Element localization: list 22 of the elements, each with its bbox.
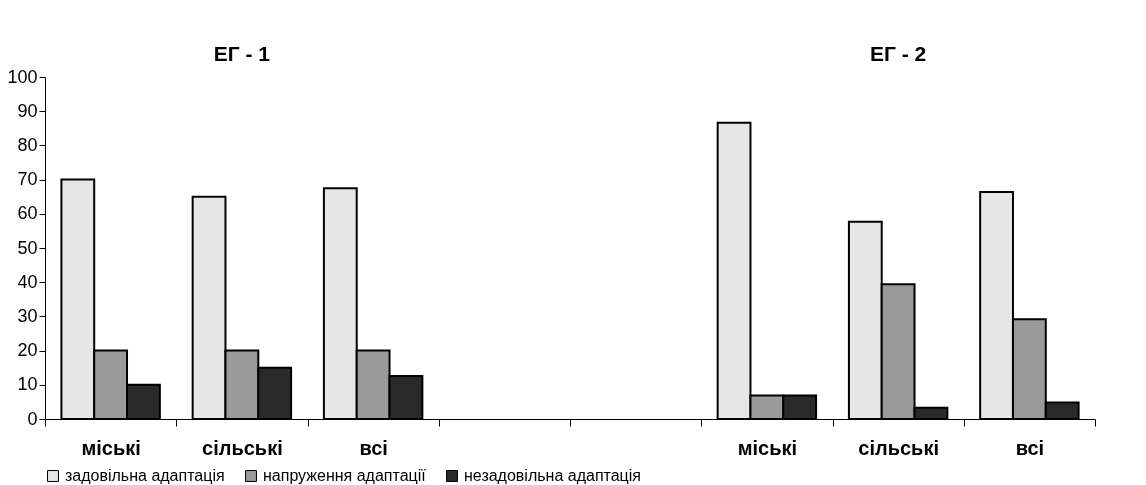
y-tick-label: 10: [17, 374, 38, 395]
y-tick-label: 80: [17, 134, 38, 155]
y-tick-label: 40: [17, 271, 38, 292]
x-tick-label: всі: [1015, 436, 1045, 459]
y-tick-label: 30: [17, 305, 38, 326]
x-tick-label: міські: [81, 436, 141, 459]
legend-label: задовільна адаптація: [65, 467, 225, 484]
y-tick-label: 50: [17, 237, 38, 258]
text: ЕГ - 2: [869, 42, 927, 65]
x-tick-label: сільські: [858, 436, 939, 459]
y-tick-label: 90: [17, 100, 38, 121]
x-tick-label: сільські: [202, 436, 283, 459]
x-tick-label: всі: [359, 436, 388, 459]
y-tick-label: 60: [17, 203, 38, 224]
y-tick-label: 70: [17, 169, 38, 190]
x-tick-label: міські: [737, 436, 798, 459]
legend-label: незадовільна адаптація: [464, 467, 641, 484]
y-tick-label: 100: [7, 66, 38, 87]
y-tick-label: 20: [17, 340, 38, 361]
legend-label: напруження адаптації: [263, 467, 427, 484]
text: ЕГ - 1: [213, 42, 271, 65]
y-tick-label: 0: [27, 408, 38, 429]
